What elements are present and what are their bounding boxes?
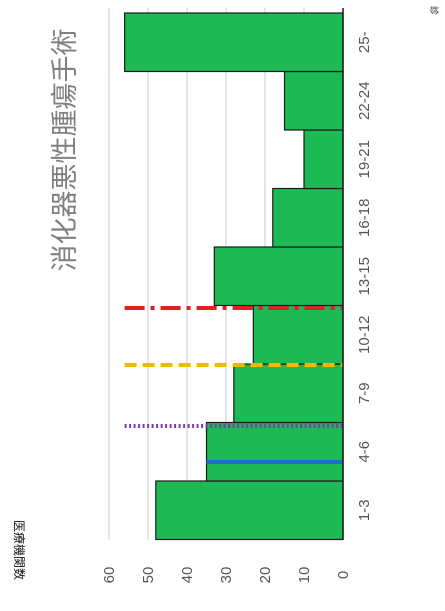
x-tick-label: 25- [356,31,373,53]
y-tick-label: 50 [140,567,157,584]
bar-25- [123,12,344,73]
y-tick-label: 60 [101,567,118,584]
y-tick-label: 40 [179,567,196,584]
x-tick-label: 10-12 [356,316,373,354]
y-tick-label: 10 [296,567,313,584]
y-tick-label: 20 [257,567,274,584]
corner-note: 診 [428,6,440,15]
y-tick-label: 30 [218,567,235,584]
y-axis-label: 医療機関数 [12,520,27,580]
x-tick-labels: 1-3 4-6 7-9 10-12 13-15 16-18 19-21 22-24 25- [356,31,373,521]
x-tick-label: 22-24 [356,82,373,120]
x-tick-label: 16-18 [356,199,373,237]
bar-10-12 [252,304,344,365]
x-tick-label: 19-21 [356,140,373,178]
y-tick-labels: 0 10 20 30 40 50 60 [101,567,352,584]
x-tick-label: 7-9 [356,382,373,404]
x-tick-label: 1-3 [356,499,373,521]
bar-1-3 [155,480,344,541]
bar-16-18 [272,187,344,248]
bar-7-9 [233,363,344,424]
x-tick-label: 4-6 [356,441,373,463]
bar-4-6 [205,421,344,482]
bar-22-24 [283,70,344,131]
bars [123,12,344,541]
x-tick-label: 13-15 [356,257,373,295]
bar-19-21 [303,129,344,190]
chart-title: 消化器悪性腫瘍手術 [50,29,81,272]
bar-13-15 [213,246,344,307]
y-tick-label: 0 [335,571,352,579]
reference-lines [124,306,343,464]
